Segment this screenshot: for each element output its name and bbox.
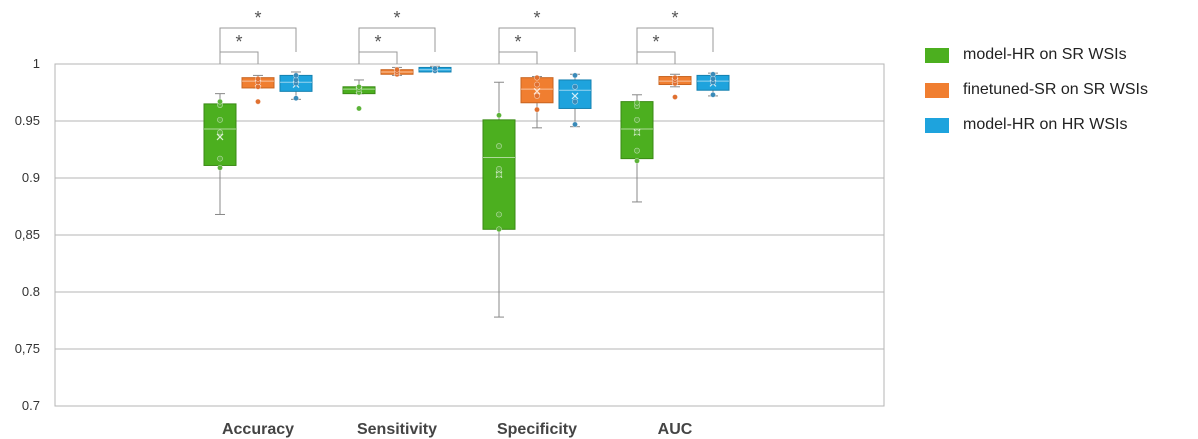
x-tick-label: Sensitivity (357, 421, 437, 438)
data-point (710, 91, 716, 98)
bracket-inner (636, 51, 676, 64)
legend-label-series-1: finetuned-SR on SR WSIs (963, 81, 1148, 98)
legend-label-series-0: model-HR on SR WSIs (963, 46, 1127, 63)
data-point (534, 74, 540, 81)
data-point (572, 98, 578, 105)
data-point (293, 72, 299, 79)
legend-item-series-1[interactable]: finetuned-SR on SR WSIs (925, 77, 1148, 103)
data-point (356, 105, 362, 112)
legend: model-HR on SR WSIs finetuned-SR on SR W… (925, 42, 1148, 147)
y-axis-tick-labels: 0.7 0,75 0.8 0,85 0.9 0.95 1 (15, 56, 40, 413)
data-point (255, 75, 261, 82)
y-tick-label: 1 (33, 56, 40, 71)
bracket-outer (636, 27, 714, 52)
data-point (356, 83, 362, 90)
data-point (217, 98, 223, 105)
data-point (496, 211, 502, 218)
legend-swatch-series-0 (925, 47, 949, 63)
legend-swatch-series-2 (925, 117, 949, 133)
y-tick-label: 0.7 (22, 398, 40, 413)
bracket-inner (219, 51, 259, 64)
legend-label-series-2: model-HR on HR WSIs (963, 116, 1128, 133)
data-point (534, 93, 540, 99)
data-point (496, 112, 502, 119)
data-point (534, 81, 540, 88)
data-point (634, 157, 640, 164)
bracket-inner (358, 51, 398, 64)
bracket-outer (219, 27, 297, 52)
y-tick-label: 0,85 (15, 227, 40, 242)
significance-star: * (514, 32, 521, 52)
data-point (634, 129, 640, 136)
x-axis-tick-labels: Accuracy Sensitivity Specificity AUC (222, 421, 693, 438)
data-point (217, 129, 223, 136)
data-point (217, 155, 223, 162)
data-point (496, 143, 502, 149)
data-point (432, 65, 438, 72)
significance-star: * (671, 8, 678, 28)
significance-star: * (235, 32, 242, 52)
mean-marker (216, 133, 224, 141)
legend-item-series-0[interactable]: model-HR on SR WSIs (925, 42, 1148, 68)
bracket-inner (498, 51, 538, 64)
data-point (672, 74, 678, 81)
significance-brackets: * * * * * * * * (219, 8, 714, 64)
grid-lines (54, 63, 885, 407)
y-tick-label: 0,75 (15, 341, 40, 356)
data-point (672, 94, 678, 100)
box (520, 77, 554, 104)
significance-star: * (254, 8, 261, 28)
data-point (217, 164, 223, 171)
bracket-outer (358, 27, 436, 52)
significance-star: * (374, 32, 381, 52)
data-point (634, 99, 640, 106)
x-tick-label: Specificity (497, 421, 577, 438)
data-point (217, 116, 223, 123)
mean-marker (571, 92, 579, 100)
box-series (203, 65, 730, 318)
significance-star: * (393, 8, 400, 28)
data-point (572, 83, 578, 90)
series-1 (241, 66, 692, 129)
bracket-outer (498, 27, 576, 52)
data-point (496, 165, 502, 172)
mean-marker (533, 87, 541, 95)
data-point (710, 71, 716, 78)
y-tick-label: 0.9 (22, 170, 40, 185)
data-point (496, 171, 502, 178)
data-point (255, 98, 261, 105)
significance-star: * (533, 8, 540, 28)
data-point (534, 106, 540, 113)
data-point (572, 72, 578, 79)
legend-item-series-2[interactable]: model-HR on HR WSIs (925, 112, 1148, 138)
data-point (572, 121, 578, 128)
x-tick-label: AUC (658, 421, 693, 438)
x-tick-label: Accuracy (222, 421, 294, 438)
y-tick-label: 0.95 (15, 113, 40, 128)
series-2 (279, 65, 730, 128)
significance-star: * (652, 32, 659, 52)
data-point (496, 226, 502, 233)
series-0 (203, 79, 654, 318)
legend-swatch-series-1 (925, 82, 949, 98)
y-tick-label: 0.8 (22, 284, 40, 299)
data-point (394, 66, 400, 73)
data-point (634, 116, 640, 123)
data-point (293, 95, 299, 102)
data-point (634, 147, 640, 154)
